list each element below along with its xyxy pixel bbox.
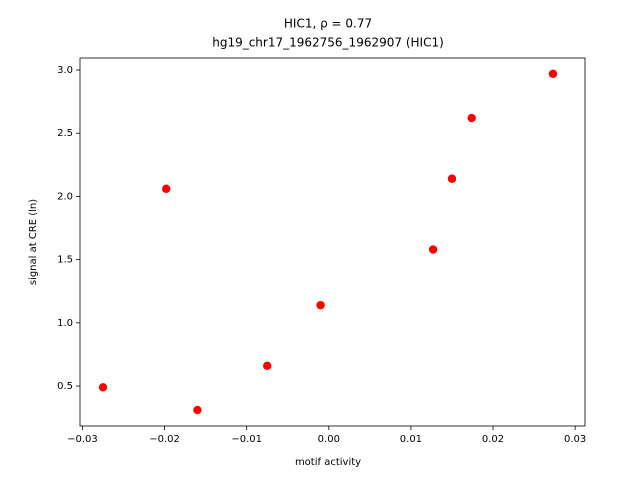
chart-subtitle: hg19_chr17_1962756_1962907 (HIC1) xyxy=(212,36,444,50)
x-axis-label: motif activity xyxy=(295,457,361,468)
point xyxy=(548,69,558,79)
plot-frame xyxy=(79,57,586,427)
x-tick-label: 0.01 xyxy=(400,434,422,445)
chart-title: HIC1, ρ = 0.77 xyxy=(284,17,372,31)
y-tick-label: 2.0 xyxy=(57,191,73,202)
point xyxy=(162,184,171,194)
y-tick-label: 3.0 xyxy=(57,65,73,76)
x-tick-label: −0.02 xyxy=(149,434,180,445)
point xyxy=(263,361,272,371)
point xyxy=(193,405,202,415)
x-tick-label: −0.03 xyxy=(67,434,98,445)
y-tick-label: 2.5 xyxy=(57,128,73,139)
y-tick-label: 0.5 xyxy=(57,381,73,392)
y-tick-label: 1.5 xyxy=(57,255,73,266)
point xyxy=(316,300,325,310)
point xyxy=(467,113,476,123)
point xyxy=(428,245,438,254)
x-tick-label: 0.00 xyxy=(318,434,340,445)
x-tick-label: −0.01 xyxy=(231,434,262,445)
y-axis-label: signal at CRE (ln) xyxy=(28,199,39,285)
point xyxy=(98,383,108,392)
x-tick-label: 0.03 xyxy=(564,434,586,445)
y-tick-label: 1.0 xyxy=(57,318,73,329)
x-tick-label: 0.02 xyxy=(482,434,504,445)
point xyxy=(447,174,457,183)
